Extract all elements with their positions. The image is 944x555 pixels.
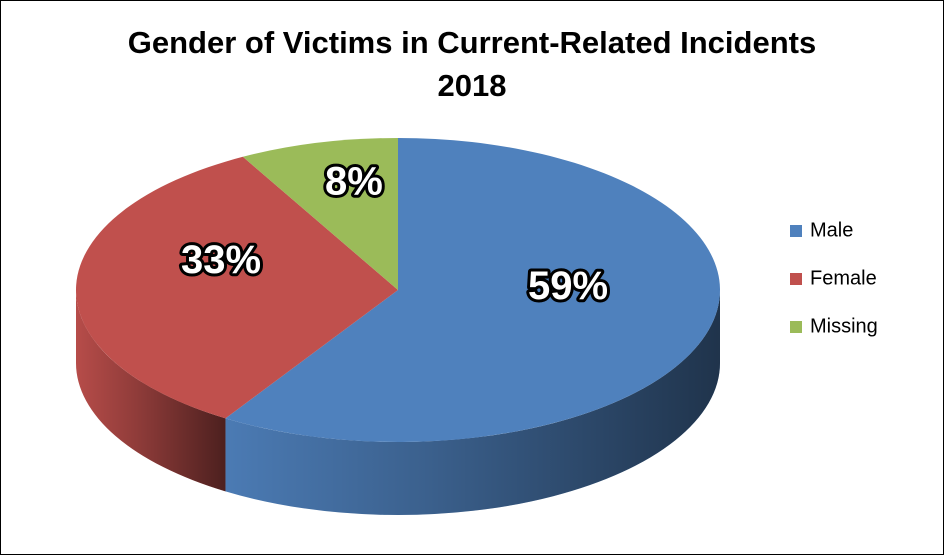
legend-swatch [790,273,802,285]
value-labels: 59% 33% 8% [178,157,611,311]
side-shade [76,290,226,492]
value-label: 33% [181,238,261,282]
value-label: 8% [325,160,383,204]
side-shade [225,290,720,515]
legend-label: Female [810,267,877,289]
chart-title: Gender of Victims in Current-Related Inc… [128,25,816,60]
slice [75,156,399,419]
pie-sides [76,290,720,515]
legend-label: Missing [810,315,878,337]
legend-swatch [790,225,802,237]
pie-tops [75,138,721,442]
slice [225,138,721,442]
slice [242,138,398,290]
value-label: 59% [528,264,608,308]
legend-label: Male [810,219,853,241]
legend: Male Female Missing [790,219,878,337]
chart-subtitle: 2018 [438,68,507,103]
legend-swatch [790,321,802,333]
